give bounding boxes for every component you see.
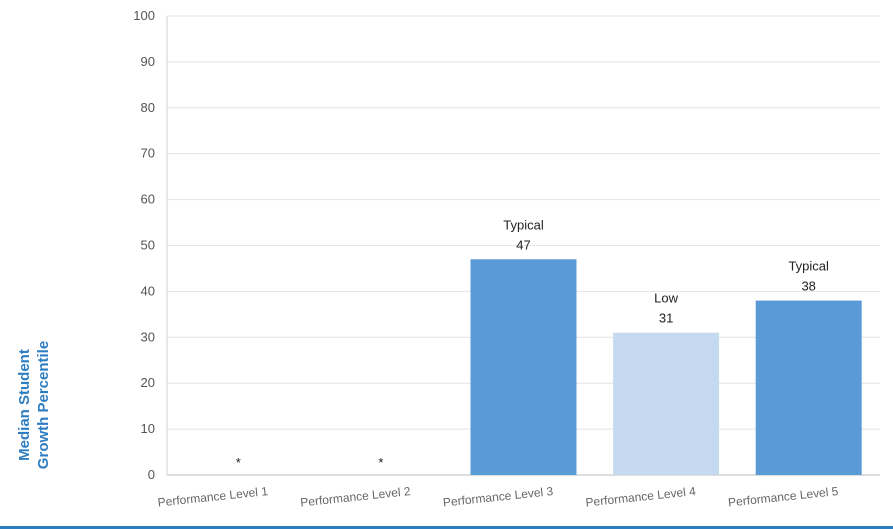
y-tick-label: 10: [141, 421, 155, 436]
bar: [755, 300, 862, 475]
y-tick-label: 50: [141, 238, 155, 253]
x-tick-label: Performance Level 3: [442, 484, 554, 510]
data-label: 47: [516, 237, 530, 252]
y-axis-title: Median Student Growth Percentile: [15, 341, 53, 469]
y-axis-title-line-1: Median Student: [16, 349, 33, 461]
x-tick-label: Performance Level 2: [300, 484, 412, 510]
y-axis-title-container: Median Student Growth Percentile: [2, 315, 66, 495]
data-label: *: [236, 455, 241, 470]
data-label: *: [378, 455, 383, 470]
bottom-rule: [0, 526, 893, 529]
y-axis-title-line-2: Growth Percentile: [35, 340, 52, 470]
data-label: 31: [659, 311, 673, 326]
y-tick-label: 80: [141, 100, 155, 115]
y-tick-label: 70: [141, 146, 155, 161]
y-tick-label: 100: [133, 8, 155, 23]
x-tick-label: Performance Level 1: [157, 484, 269, 510]
growth-label: Typical: [788, 259, 829, 274]
bar: [613, 332, 720, 475]
growth-label: Low: [654, 291, 678, 306]
y-tick-label: 0: [148, 467, 155, 482]
y-tick-label: 30: [141, 329, 155, 344]
data-label: 38: [801, 279, 815, 294]
x-tick-label: Performance Level 5: [727, 484, 839, 510]
x-tick-label: Performance Level 4: [585, 484, 697, 510]
y-tick-label: 40: [141, 283, 155, 298]
y-tick-label: 60: [141, 192, 155, 207]
y-tick-label: 90: [141, 54, 155, 69]
bar: [470, 259, 577, 475]
y-tick-label: 20: [141, 375, 155, 390]
growth-label: Typical: [503, 217, 544, 232]
